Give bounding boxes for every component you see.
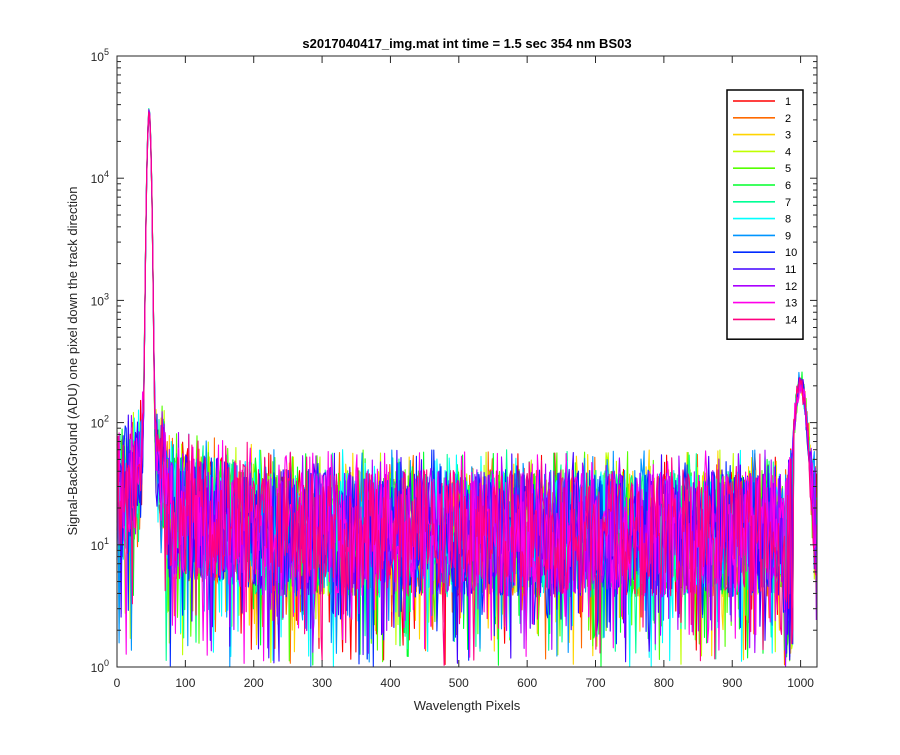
y-tick-label: 101: [91, 536, 109, 553]
legend-label-5: 5: [785, 163, 791, 175]
y-tick-label: 104: [91, 169, 109, 186]
y-axis-label: Signal-BackGround (ADU) one pixel down t…: [65, 186, 80, 535]
legend-label-14: 14: [785, 314, 797, 326]
legend-label-13: 13: [785, 298, 797, 310]
y-tick-label: 102: [91, 414, 109, 431]
legend-label-6: 6: [785, 180, 791, 192]
x-tick-label: 200: [244, 676, 264, 690]
y-tick-label: 103: [91, 291, 109, 308]
chart-title: s2017040417_img.mat int time = 1.5 sec 3…: [302, 36, 631, 51]
legend-label-10: 10: [785, 247, 797, 259]
x-axis: 0 100 200 300 400 500 600 700 800 900 1000: [114, 56, 814, 690]
x-tick-label: 400: [380, 676, 400, 690]
x-tick-label: 600: [517, 676, 537, 690]
plot-box: [116, 55, 818, 668]
legend-label-9: 9: [785, 230, 791, 242]
legend-label-1: 1: [785, 96, 791, 108]
x-axis-label: Wavelength Pixels: [414, 698, 521, 713]
legend-label-2: 2: [785, 113, 791, 125]
series-layer: [116, 107, 817, 668]
x-tick-label: 500: [449, 676, 469, 690]
legend-label-7: 7: [785, 197, 791, 209]
series-14-line: [116, 111, 817, 666]
legend-label-3: 3: [785, 130, 791, 142]
x-tick-label: 900: [722, 676, 742, 690]
legend-label-8: 8: [785, 214, 791, 226]
x-tick-label: 100: [175, 676, 195, 690]
legend-label-11: 11: [785, 264, 796, 276]
legend-label-12: 12: [785, 281, 797, 293]
y-tick-label: 105: [91, 47, 109, 64]
x-tick-label: 300: [312, 676, 332, 690]
x-tick-label: 0: [114, 676, 121, 690]
legend-label-4: 4: [785, 146, 791, 158]
x-tick-label: 700: [586, 676, 606, 690]
x-tick-label: 800: [654, 676, 674, 690]
y-tick-label: 100: [91, 658, 109, 675]
x-tick-label: 1000: [787, 676, 814, 690]
legend-box: [726, 89, 804, 340]
